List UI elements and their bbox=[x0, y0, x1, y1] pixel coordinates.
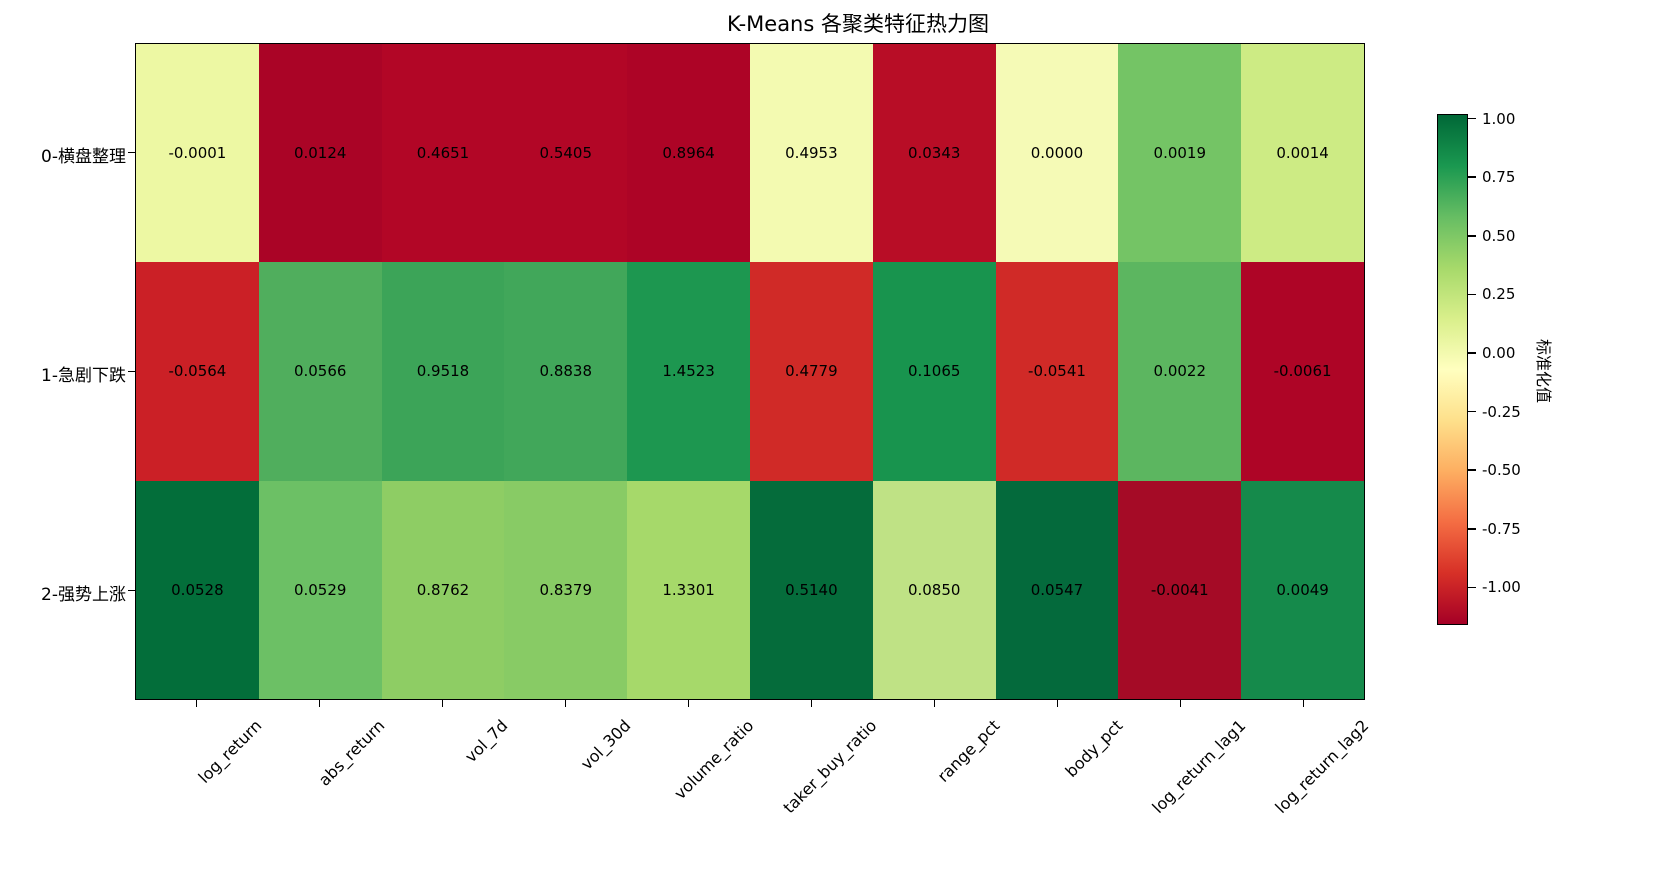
colorbar-tick-label: -0.50 bbox=[1482, 461, 1521, 480]
colorbar-tick-label: 0.75 bbox=[1482, 168, 1516, 187]
y-tick-label: 2-强势上涨 bbox=[41, 584, 126, 605]
heatmap-cell: 0.0566 bbox=[258, 262, 382, 481]
colorbar-tick-mark bbox=[1468, 469, 1476, 472]
heatmap-cell: 1.4523 bbox=[627, 262, 750, 481]
heatmap-cell: -0.0061 bbox=[1241, 262, 1364, 481]
heatmap-cell: 0.0049 bbox=[1241, 480, 1364, 699]
heatmap-cell: 0.5405 bbox=[504, 44, 628, 263]
chart-title: K-Means 各聚类特征热力图 bbox=[727, 12, 989, 36]
heatmap-cell: 0.0529 bbox=[258, 480, 382, 699]
heatmap: -0.0001 0.0124 0.4651 0.5405 0.8964 0.4953 0.0… bbox=[135, 43, 1365, 700]
x-tick-mark bbox=[810, 700, 813, 707]
colorbar-tick-mark bbox=[1468, 528, 1476, 530]
colorbar-tick-mark bbox=[1468, 235, 1476, 237]
colorbar-tick-mark bbox=[1468, 117, 1476, 120]
x-tick-mark bbox=[1179, 700, 1182, 707]
heatmap-cell: 0.0547 bbox=[995, 480, 1119, 699]
x-tick-mark bbox=[441, 700, 444, 707]
heatmap-cell: 0.0019 bbox=[1118, 44, 1242, 263]
colorbar-tick-mark bbox=[1468, 176, 1476, 179]
heatmap-cell: 0.8838 bbox=[504, 262, 628, 481]
x-tick-mark bbox=[687, 700, 690, 707]
heatmap-cell: 0.5140 bbox=[750, 480, 873, 699]
heatmap-cell: 0.1065 bbox=[872, 262, 996, 481]
colorbar-tick-mark bbox=[1468, 293, 1476, 296]
y-tick-label: 0-横盘整理 bbox=[41, 146, 126, 167]
x-tick-mark bbox=[1302, 700, 1305, 707]
heatmap-cell: 0.4953 bbox=[750, 44, 873, 263]
colorbar-tick-label: -0.25 bbox=[1482, 402, 1521, 421]
heatmap-cell: 0.0022 bbox=[1118, 262, 1242, 481]
colorbar-tick-label: 0.50 bbox=[1482, 226, 1516, 245]
colorbar-axis-label: 标准化值 bbox=[1534, 338, 1553, 404]
heatmap-cell: 0.0000 bbox=[995, 44, 1119, 263]
heatmap-cell: -0.0041 bbox=[1118, 480, 1242, 699]
heatmap-cell: 0.8379 bbox=[504, 480, 628, 699]
x-tick-mark bbox=[933, 700, 936, 707]
colorbar-tick-mark bbox=[1468, 410, 1476, 413]
heatmap-cell: 0.4779 bbox=[750, 262, 873, 481]
x-tick-mark bbox=[564, 700, 567, 707]
heatmap-cell: 0.9518 bbox=[381, 262, 505, 481]
colorbar-tick-mark bbox=[1468, 586, 1476, 589]
colorbar-tick-label: -1.00 bbox=[1482, 578, 1521, 597]
heatmap-cell: -0.0541 bbox=[995, 262, 1119, 481]
x-tick-mark bbox=[1056, 700, 1059, 707]
colorbar-tick-label: 0.00 bbox=[1482, 344, 1516, 363]
colorbar-gradient bbox=[1437, 114, 1468, 625]
colorbar-tick-mark bbox=[1468, 352, 1476, 354]
y-tick-mark bbox=[128, 589, 135, 592]
y-tick-mark bbox=[128, 370, 135, 373]
heatmap-cell: 0.8762 bbox=[381, 480, 505, 699]
colorbar-tick-label: 0.25 bbox=[1482, 285, 1516, 304]
heatmap-cell: -0.0564 bbox=[136, 262, 259, 481]
y-tick-mark bbox=[128, 151, 135, 154]
heatmap-cell: 1.3301 bbox=[627, 480, 750, 699]
heatmap-cell: 0.8964 bbox=[627, 44, 750, 263]
x-tick-mark bbox=[318, 700, 321, 707]
x-tick-mark bbox=[195, 700, 198, 707]
heatmap-cell: 0.0343 bbox=[872, 44, 996, 263]
heatmap-cell: 0.0850 bbox=[872, 480, 996, 699]
heatmap-cell: 0.0124 bbox=[258, 44, 382, 263]
y-tick-label: 1-急剧下跌 bbox=[41, 365, 126, 386]
heatmap-cell: 0.0528 bbox=[136, 480, 259, 699]
colorbar-tick-label: -0.75 bbox=[1482, 519, 1521, 538]
heatmap-cell: 0.0014 bbox=[1241, 44, 1364, 263]
heatmap-cell: 0.4651 bbox=[381, 44, 505, 263]
colorbar-tick-label: 1.00 bbox=[1482, 109, 1516, 128]
heatmap-cell: -0.0001 bbox=[136, 44, 259, 263]
